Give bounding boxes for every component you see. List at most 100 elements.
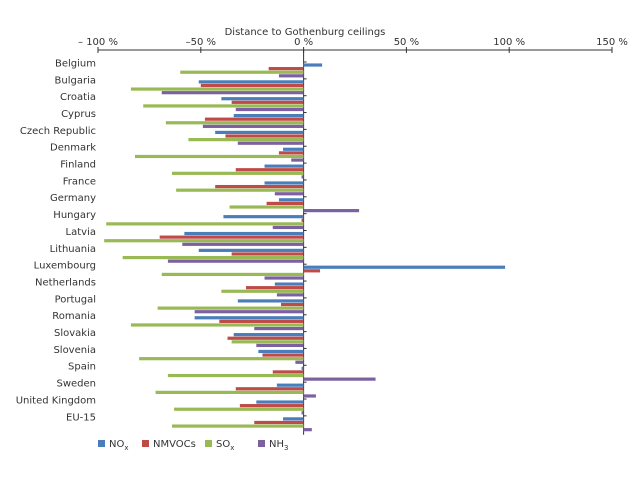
legend-item: NH3: [258, 439, 288, 452]
x-tick-label: 100 %: [493, 37, 525, 48]
bars: [104, 63, 506, 432]
bar-nmvocs: [235, 168, 304, 172]
bar-nox: [223, 215, 304, 219]
bar-nox: [303, 265, 506, 269]
bar-nox: [301, 366, 304, 370]
bar-sox: [157, 306, 304, 310]
bar-nh3: [301, 411, 304, 415]
category-label: Germany: [50, 193, 96, 204]
bar-sox: [221, 289, 304, 293]
legend-label: NH3: [269, 439, 288, 452]
legend-item: SOx: [205, 439, 234, 452]
bar-nox: [221, 97, 304, 101]
bar-sox: [139, 357, 304, 361]
bar-nox: [233, 333, 304, 337]
bar-nh3: [301, 175, 304, 179]
category-label: Belgium: [55, 58, 96, 69]
legend-swatch: [205, 440, 212, 447]
bar-nh3: [295, 360, 304, 364]
bar-sox: [104, 239, 304, 243]
category-label: Hungary: [53, 210, 96, 221]
bar-nh3: [303, 428, 312, 432]
bar-nox: [233, 113, 304, 118]
bar-nox: [198, 80, 304, 84]
bar-nh3: [303, 377, 376, 381]
bar-nh3: [303, 209, 360, 213]
bar-nox: [258, 349, 304, 354]
bar-nh3: [264, 276, 304, 280]
x-tick-label: 50 %: [394, 37, 419, 48]
bar-nh3: [161, 91, 304, 95]
legend-swatch: [142, 440, 149, 447]
bar-nh3: [194, 310, 304, 314]
chart-title: Distance to Gothenburg ceilings: [225, 27, 386, 38]
bar-sox: [106, 222, 304, 226]
bar-nh3: [254, 326, 304, 331]
bar-sox: [155, 390, 304, 394]
bar-nox: [264, 181, 304, 185]
legend-label: NOx: [109, 439, 129, 452]
bar-nh3: [272, 225, 304, 230]
bar-nmvocs: [215, 184, 304, 189]
bar-nmvocs: [254, 420, 304, 425]
bar-nox: [276, 383, 304, 387]
bar-nmvocs: [262, 353, 304, 357]
bar-nmvocs: [239, 404, 304, 408]
bar-sox: [188, 138, 304, 142]
bar-nmvocs: [272, 370, 304, 374]
bar-sox: [180, 70, 304, 74]
bar-sox: [172, 424, 304, 428]
legend-item: NMVOCs: [142, 439, 196, 450]
bar-nh3: [274, 192, 304, 196]
category-label: Netherlands: [35, 277, 96, 288]
bar-nmvocs: [235, 387, 304, 391]
category-label: Slovenia: [53, 345, 96, 356]
bar-nh3: [167, 259, 304, 263]
legend: NOx NMVOCs SOx NH3: [98, 439, 288, 452]
category-label: France: [63, 176, 96, 187]
category-label: Luxembourg: [34, 261, 96, 272]
legend-label: SOx: [216, 439, 234, 452]
x-tick-label: 0 %: [294, 37, 313, 48]
bar-nox: [278, 198, 304, 202]
category-label: Sweden: [56, 379, 96, 390]
bar-sox: [167, 373, 304, 378]
bar-sox: [130, 87, 304, 91]
bar-nh3: [291, 158, 304, 162]
bar-nh3: [235, 107, 304, 112]
bar-nox: [215, 130, 304, 135]
bar-nh3: [202, 124, 304, 128]
bar-nmvocs: [278, 151, 304, 155]
bar-sox: [161, 272, 304, 277]
legend-swatch: [98, 440, 105, 447]
bar-sox: [130, 323, 304, 327]
bar-sox: [165, 121, 304, 125]
category-label: United Kingdom: [16, 395, 96, 406]
bar-nox: [283, 417, 304, 421]
bar-nh3: [237, 141, 304, 145]
x-tick-label: –50 %: [186, 37, 216, 48]
x-tick-label: 150 %: [596, 37, 628, 48]
bar-nox: [194, 316, 304, 320]
x-tick-label: – 100 %: [78, 37, 118, 48]
bar-nox: [303, 63, 323, 67]
bar-nh3: [278, 74, 304, 78]
category-label: Lithuania: [50, 244, 96, 255]
category-label: Bulgaria: [55, 75, 96, 86]
legend-swatch: [258, 440, 265, 447]
category-labels: Belgium Bulgaria Croatia Cyprus Czech Republ…: [16, 58, 307, 423]
bar-nmvocs: [231, 100, 304, 104]
category-label: Portugal: [55, 294, 96, 305]
category-label: Cyprus: [61, 109, 96, 120]
bar-nh3: [303, 394, 316, 398]
bar-sox: [135, 154, 304, 159]
bar-nmvocs: [301, 218, 304, 222]
category-label: Croatia: [60, 92, 96, 103]
category-label: Finland: [60, 160, 96, 171]
legend-label: NMVOCs: [153, 439, 196, 450]
bar-nox: [256, 400, 304, 404]
category-label: Spain: [68, 362, 96, 373]
bar-nox: [283, 147, 304, 151]
category-label: Denmark: [50, 143, 96, 154]
